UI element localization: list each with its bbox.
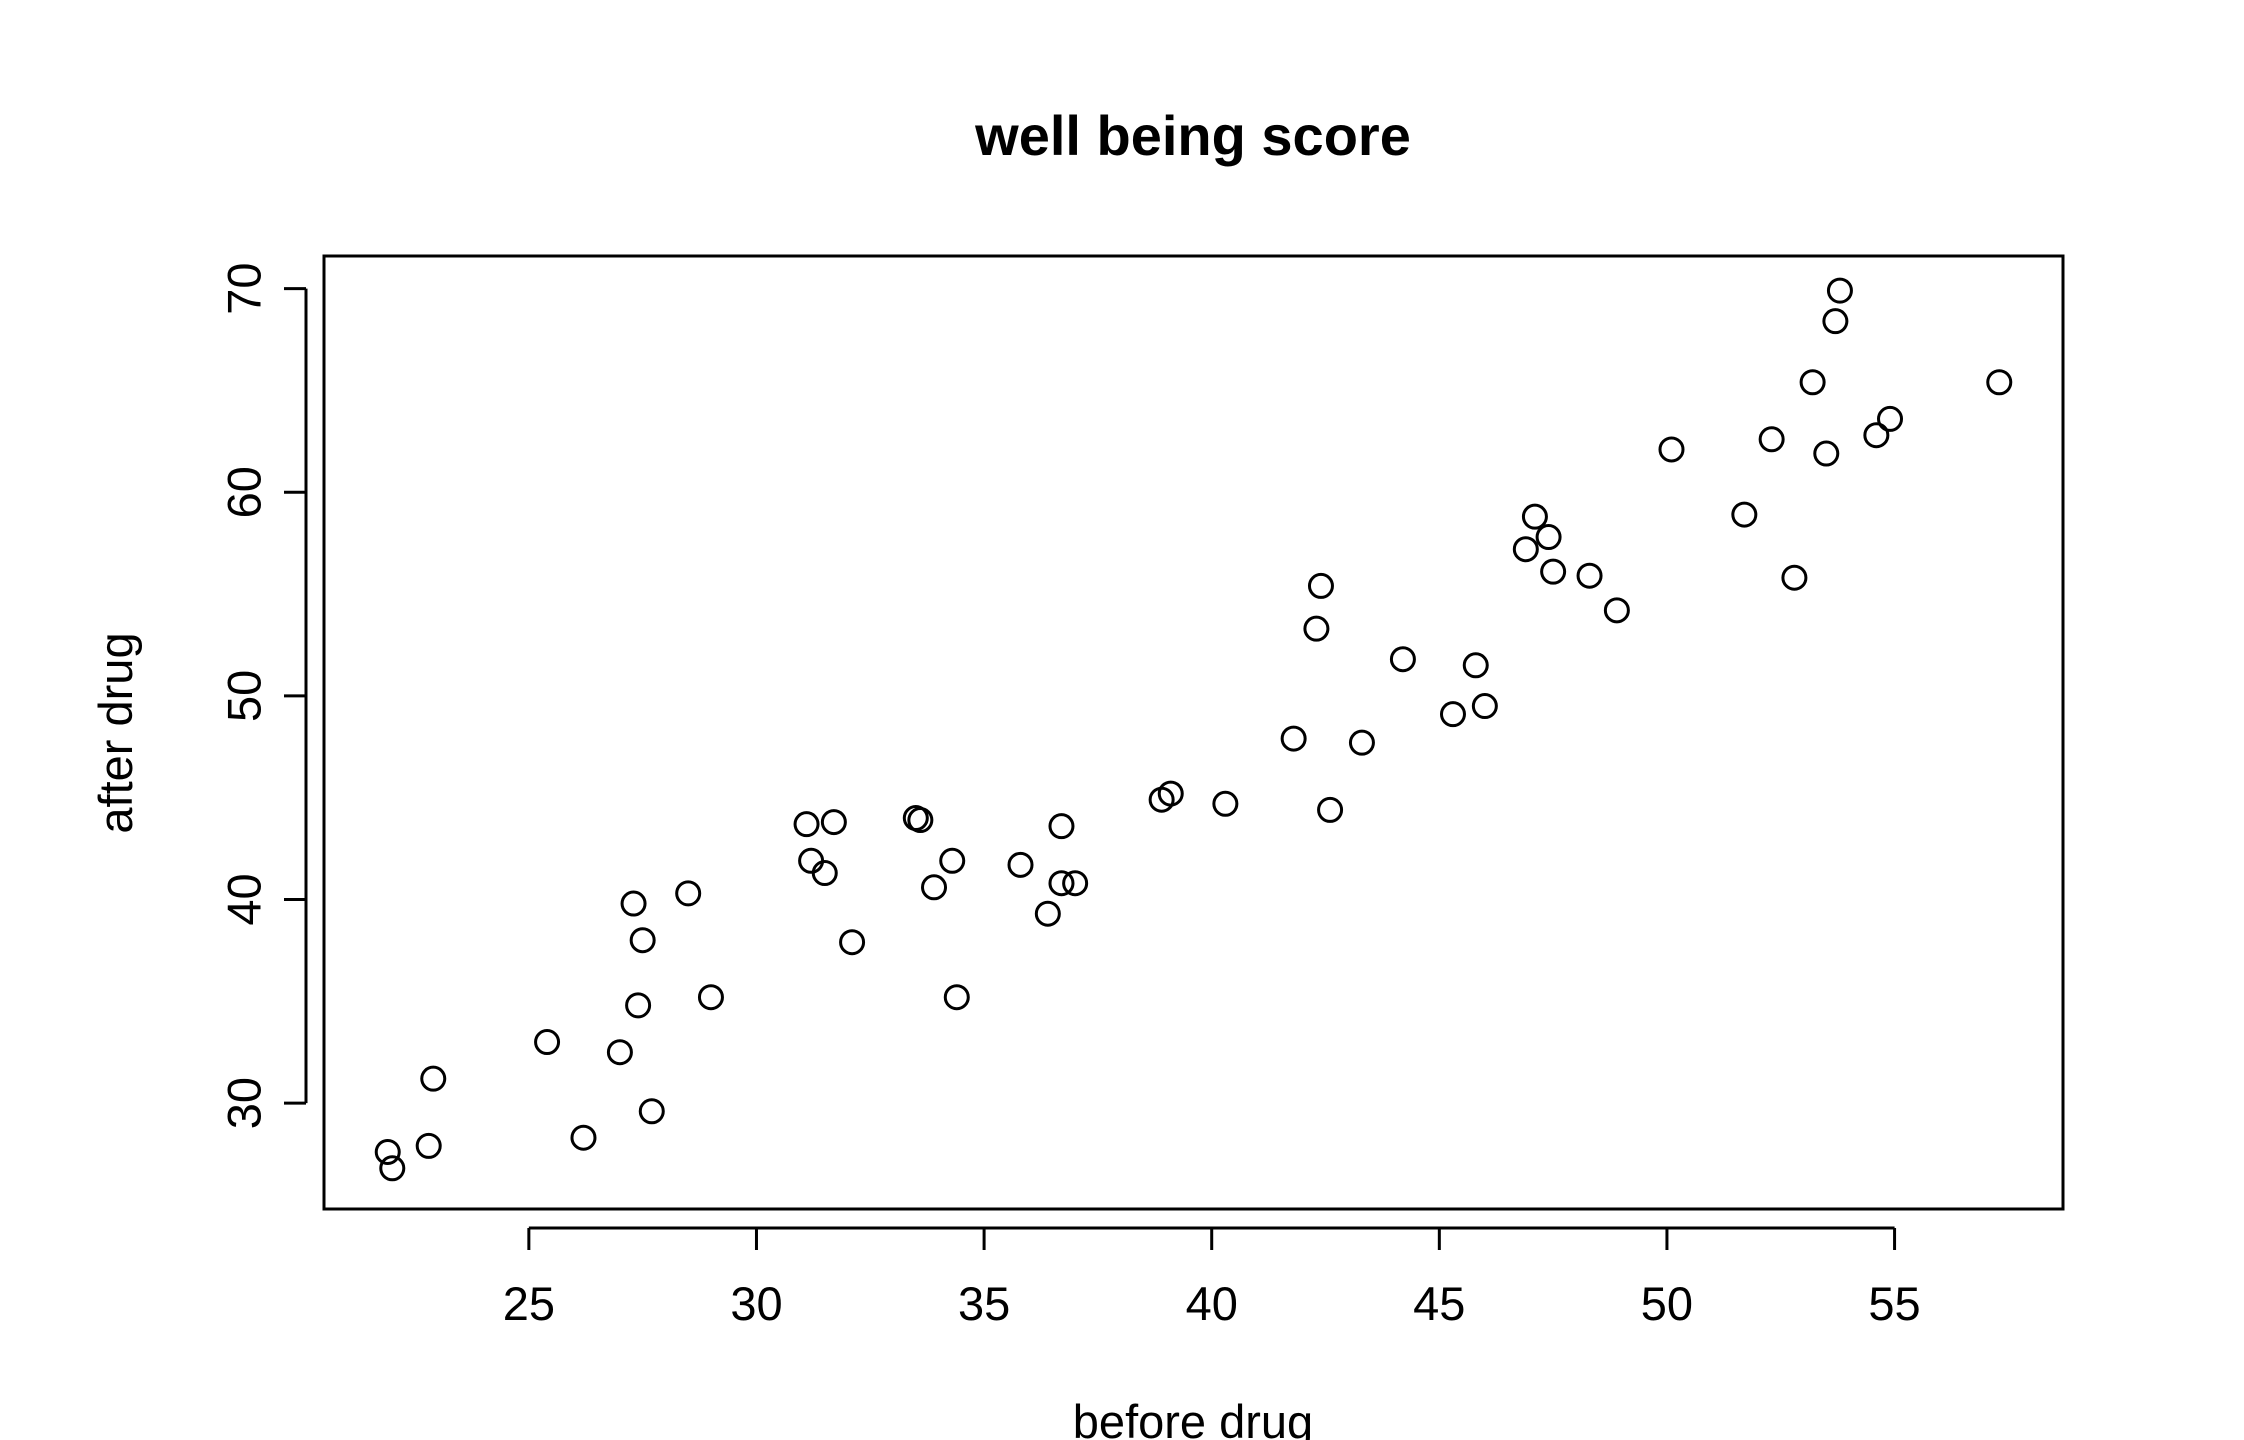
data-point	[1813, 440, 1840, 467]
data-point	[1826, 277, 1853, 304]
data-point	[534, 1029, 561, 1056]
data-point	[1034, 900, 1061, 927]
data-point	[620, 890, 647, 917]
data-point	[943, 984, 970, 1011]
data-point	[939, 847, 966, 874]
data-point	[1603, 597, 1630, 624]
data-point	[379, 1155, 406, 1182]
data-point	[1540, 558, 1567, 585]
data-point	[1212, 790, 1239, 817]
data-point	[1799, 369, 1826, 396]
x-tick-label: 30	[730, 1277, 782, 1330]
x-tick-label: 55	[1868, 1277, 1920, 1330]
data-point	[1576, 562, 1603, 589]
y-axis-label: after drug	[89, 632, 142, 833]
data-point	[1521, 503, 1548, 530]
data-point	[570, 1124, 597, 1151]
data-point	[1048, 870, 1075, 897]
data-point	[811, 860, 838, 887]
x-tick-label: 35	[958, 1277, 1010, 1330]
x-axis-label: before drug	[1073, 1395, 1313, 1440]
y-tick-label: 40	[217, 873, 270, 925]
data-point	[1535, 524, 1562, 551]
data-point	[1462, 652, 1489, 679]
data-point	[1348, 729, 1375, 756]
data-point	[793, 811, 820, 838]
data-point	[697, 984, 724, 1011]
data-point	[629, 927, 656, 954]
y-axis: 30 40 50 60 70	[217, 262, 308, 1129]
y-tick-label: 50	[217, 670, 270, 722]
data-point	[420, 1065, 447, 1092]
x-tick-label: 45	[1413, 1277, 1465, 1330]
data-point	[1758, 426, 1785, 453]
data-point	[1512, 536, 1539, 563]
data-point	[1062, 870, 1089, 897]
data-point	[675, 880, 702, 907]
data-point	[1822, 308, 1849, 335]
data-point	[1307, 572, 1334, 599]
data-point	[1781, 564, 1808, 591]
plot-frame	[322, 254, 2065, 1211]
data-point	[1317, 796, 1344, 823]
data-point	[606, 1039, 633, 1066]
data-point	[1389, 646, 1416, 673]
data-point	[415, 1132, 442, 1159]
data-point	[1986, 369, 2013, 396]
data-point	[921, 874, 948, 901]
data-point	[820, 809, 847, 836]
data-point	[1007, 851, 1034, 878]
data-point	[839, 929, 866, 956]
data-point	[1877, 405, 1904, 432]
y-tick-label: 30	[217, 1077, 270, 1129]
chart-title: well being score	[974, 104, 1411, 167]
data-point	[1863, 422, 1890, 449]
x-tick-label: 25	[503, 1277, 555, 1330]
x-tick-label: 40	[1186, 1277, 1238, 1330]
data-point	[1157, 780, 1184, 807]
data-point	[1731, 501, 1758, 528]
data-point	[1471, 693, 1498, 720]
data-point	[1439, 701, 1466, 728]
data-point	[907, 807, 934, 834]
data-point	[625, 992, 652, 1019]
y-tick-label: 70	[217, 262, 270, 314]
data-point	[1658, 436, 1685, 463]
y-tick-label: 60	[217, 466, 270, 518]
x-tick-label: 50	[1641, 1277, 1693, 1330]
data-point	[1048, 813, 1075, 840]
data-point	[1280, 725, 1307, 752]
data-point	[638, 1098, 665, 1125]
x-axis: 25 30 35 40 45 50 55	[503, 1226, 1921, 1330]
data-point	[798, 847, 825, 874]
data-points	[374, 277, 2013, 1182]
data-point	[1303, 615, 1330, 642]
data-point	[374, 1138, 401, 1165]
